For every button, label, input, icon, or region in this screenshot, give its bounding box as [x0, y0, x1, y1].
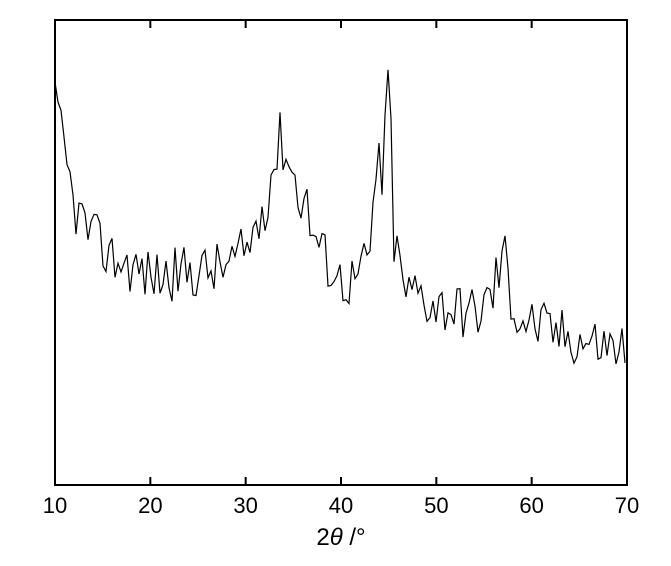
x-tick-label: 30 — [233, 493, 257, 518]
plot-frame — [55, 20, 627, 485]
x-tick-label: 20 — [138, 493, 162, 518]
x-tick-label: 60 — [519, 493, 543, 518]
chart-svg: 10 20 30 40 50 60 70 2θ /° — [0, 0, 671, 566]
x-tick-label: 70 — [615, 493, 639, 518]
xrd-chart: 10 20 30 40 50 60 70 2θ /° — [0, 0, 671, 566]
xrd-pattern-line — [55, 70, 625, 364]
x-tick-label: 10 — [43, 493, 67, 518]
x-axis-label: 2θ /° — [316, 524, 365, 551]
x-tick-label: 50 — [424, 493, 448, 518]
x-tick-label: 40 — [329, 493, 353, 518]
